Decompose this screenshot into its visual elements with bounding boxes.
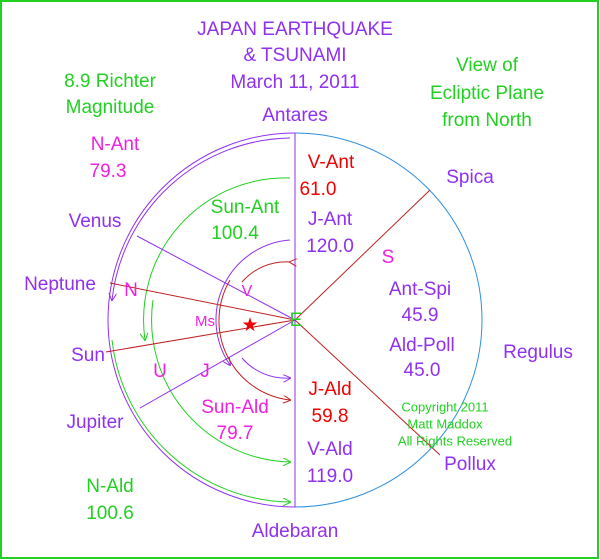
angle-value: 119.0 <box>307 466 353 487</box>
angle-value: 45.9 <box>402 305 439 326</box>
copyright: Matt Maddox <box>407 416 483 431</box>
angle-value: 79.7 <box>217 423 254 444</box>
mark: U <box>153 361 167 382</box>
magnitude: 8.9 Richter <box>64 71 157 92</box>
mark: J <box>200 361 210 382</box>
angle-name: Ant-Spi <box>389 279 451 300</box>
star-label: Regulus <box>503 342 573 363</box>
angle-name: Sun-Ald <box>201 397 269 418</box>
angle-name: N-Ald <box>86 476 134 497</box>
star-label: Spica <box>446 167 494 188</box>
star-label: Pollux <box>444 454 496 475</box>
angle-name: J-Ant <box>308 209 353 230</box>
angle-value: 45.0 <box>404 360 441 381</box>
mark: E <box>290 310 303 331</box>
planet-label: Venus <box>69 211 122 232</box>
star: ★ <box>241 315 258 336</box>
geometry <box>105 132 483 508</box>
angle-name: J-Ald <box>308 379 351 400</box>
planet-label: Neptune <box>24 274 96 295</box>
title: & TSUNAMI <box>243 45 346 66</box>
angle-value: 61.0 <box>300 179 337 200</box>
planet-label: Sun <box>71 345 105 366</box>
title: March 11, 2011 <box>230 72 359 93</box>
title: JAPAN EARTHQUAKE <box>197 19 393 40</box>
copyright: Copyright 2011 <box>401 399 488 414</box>
angle-name: Ald-Poll <box>389 335 454 356</box>
mark: N <box>124 280 138 301</box>
view-note: Ecliptic Plane <box>430 83 544 104</box>
angle-name: N-Ant <box>91 134 140 155</box>
angle-value: 100.4 <box>211 223 259 244</box>
angle-value: 79.3 <box>90 161 127 182</box>
angle-name: V-Ald <box>307 439 352 460</box>
mark: Ms <box>195 313 215 330</box>
angle-value: 100.6 <box>86 503 134 524</box>
view-note: from North <box>442 110 532 131</box>
star-label: Antares <box>262 105 327 126</box>
star-label: Aldebaran <box>252 521 339 542</box>
mark: S <box>382 247 395 268</box>
angle-value: 59.8 <box>312 406 349 427</box>
mark: V <box>242 283 253 300</box>
planet-label: Jupiter <box>66 412 124 433</box>
angle-name: Sun-Ant <box>211 197 280 218</box>
copyright: All Rights Reserved <box>398 433 512 448</box>
magnitude: Magnitude <box>66 97 155 118</box>
view-note: View of <box>456 55 519 76</box>
angle-value: 120.0 <box>306 236 354 257</box>
angle-name: V-Ant <box>308 152 355 173</box>
